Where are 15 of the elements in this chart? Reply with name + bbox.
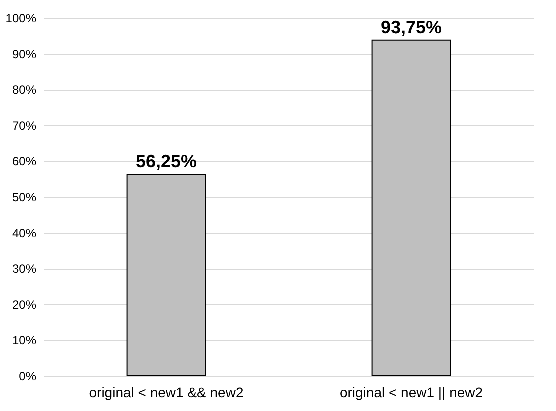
y-tick-label: 10% [12, 334, 37, 348]
x-tick-label: original < new1 && new2 [89, 384, 244, 400]
y-tick-label: 30% [12, 262, 37, 276]
y-tick-label: 20% [12, 298, 37, 312]
x-tick-label: original < new1 || new2 [340, 384, 484, 400]
y-tick-label: 70% [12, 118, 37, 133]
data-label: 93,75% [380, 17, 442, 38]
y-tick-label: 80% [12, 83, 37, 98]
y-tick-label: 0% [19, 370, 37, 384]
y-tick-label: 100% [6, 12, 37, 26]
y-tick-label: 60% [12, 154, 37, 169]
y-tick-label: 90% [12, 47, 37, 62]
y-tick-label: 50% [12, 190, 37, 204]
y-tick-label: 40% [12, 226, 37, 240]
data-label: 56,25% [136, 152, 198, 172]
